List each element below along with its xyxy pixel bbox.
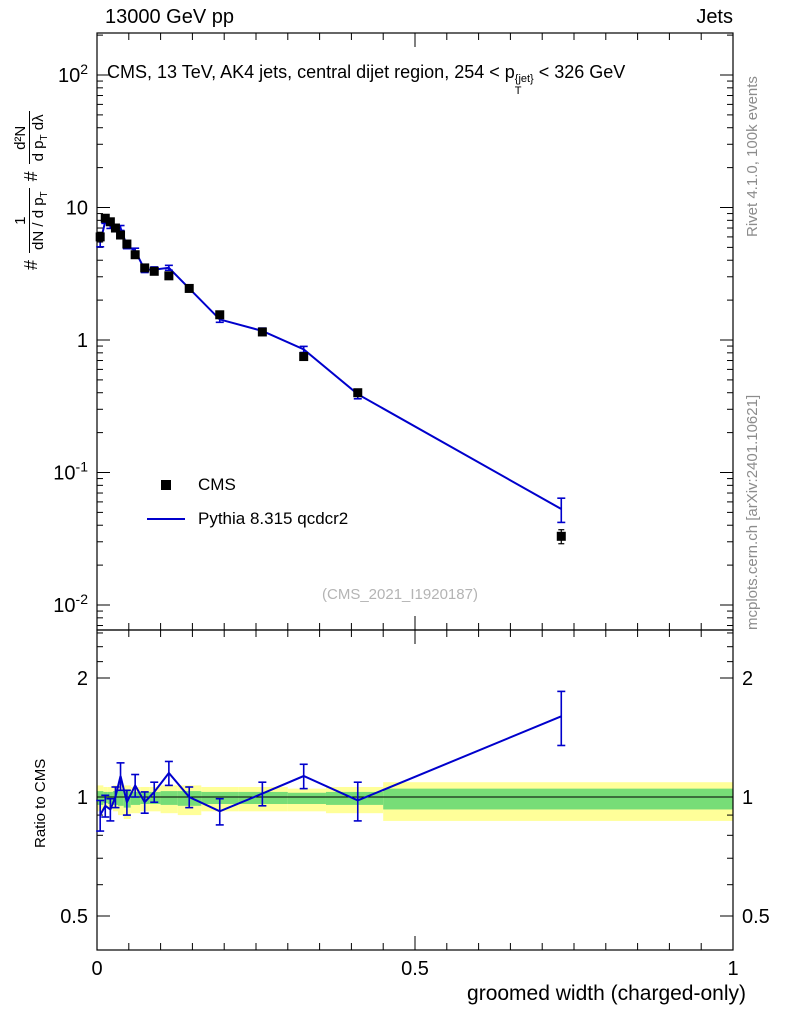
rivet-version-label: Rivet 4.1.0, 100k events	[744, 76, 761, 237]
plot-title-text: CMS, 13 TeV, AK4 jets, central dijet reg…	[107, 62, 515, 82]
pt-superscript: {jet}	[514, 73, 534, 85]
svg-text:1: 1	[77, 787, 88, 809]
hash-symbol: #	[20, 171, 41, 182]
legend-item-pythia: Pythia 8.315 qcdcr2	[140, 502, 348, 536]
legend-item-cms: CMS	[140, 468, 348, 502]
svg-text:10: 10	[66, 198, 88, 220]
hash-symbol: #	[20, 259, 41, 270]
axis-tick-labels: 102 10 1 10-1 10-2 2 2 1 1 0.5 0.5 0 0.5 1	[53, 61, 770, 980]
legend-marker-box	[140, 480, 192, 490]
pythia-line-marker-icon	[147, 518, 185, 520]
svg-text:0: 0	[91, 958, 102, 980]
plot-frames-and-ticks	[96, 32, 734, 951]
fraction-denominator: d pT dλ	[29, 111, 51, 165]
legend-label-cms: CMS	[198, 475, 236, 494]
fraction-numerator: 1	[12, 216, 29, 225]
ratio-series	[96, 690, 566, 832]
legend: CMS Pythia 8.315 qcdcr2	[140, 468, 348, 536]
mcplots-credit-label: mcplots.cern.ch [arXiv:2401.10621]	[744, 394, 761, 630]
fraction-denominator: dN / d pT	[29, 188, 51, 253]
fraction-numerator: d²N	[12, 125, 29, 150]
svg-text:2: 2	[742, 668, 753, 690]
svg-text:2: 2	[77, 668, 88, 690]
analysis-topic-label: Jets	[696, 6, 733, 28]
svg-text:10-1: 10-1	[53, 459, 88, 485]
legend-marker-box	[140, 518, 192, 520]
pt-subscript: T	[514, 85, 522, 97]
cms-square-marker-icon	[161, 480, 171, 490]
y-axis-title: # 1 dN / d pT # d²N d pT dλ	[12, 38, 51, 270]
pt-jet-notation: {jet} T	[515, 74, 534, 97]
fraction-d2n: d²N d pT dλ	[12, 111, 51, 165]
svg-text:102: 102	[58, 61, 88, 87]
ratio-axis-title: Ratio to CMS	[32, 758, 49, 848]
main-series	[95, 213, 566, 545]
x-axis-title: groomed width (charged-only)	[467, 982, 746, 1005]
svg-text:1: 1	[77, 330, 88, 352]
analysis-id-watermark: (CMS_2021_I1920187)	[322, 586, 478, 603]
beam-energy-label: 13000 GeV pp	[105, 6, 234, 28]
svg-text:0.5: 0.5	[60, 906, 88, 928]
svg-text:1: 1	[742, 787, 753, 809]
ratio-uncertainty-bands	[97, 782, 733, 821]
legend-label-pythia: Pythia 8.315 qcdcr2	[198, 509, 349, 528]
svg-text:0.5: 0.5	[742, 906, 770, 928]
plot-title-text: < 326 GeV	[533, 62, 626, 82]
svg-text:0.5: 0.5	[401, 958, 429, 980]
svg-text:10-2: 10-2	[53, 591, 88, 617]
fraction-one-over-dndpt: 1 dN / d pT	[12, 188, 51, 253]
svg-text:1: 1	[727, 958, 738, 980]
plot-title: CMS, 13 TeV, AK4 jets, central dijet reg…	[107, 62, 625, 97]
